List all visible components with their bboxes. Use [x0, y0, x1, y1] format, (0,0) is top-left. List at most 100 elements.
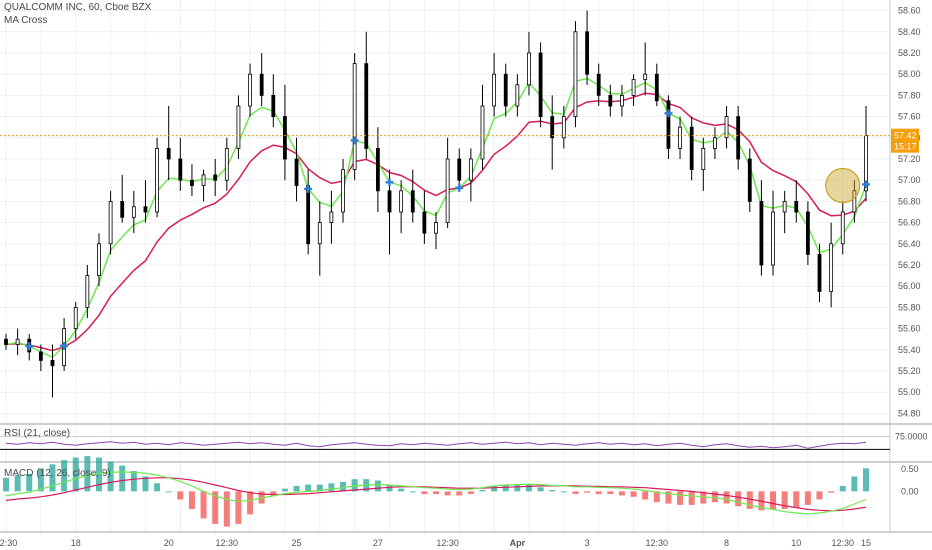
- macd-tick-label: 0.50: [901, 464, 919, 474]
- macd-histogram-bar: [746, 491, 753, 509]
- candle-body: [166, 147, 171, 160]
- macd-histogram-bar: [630, 491, 637, 497]
- time-tick-label: 12:30: [216, 538, 239, 548]
- candle-body: [329, 211, 334, 224]
- macd-histogram-bar: [386, 484, 393, 492]
- macd-histogram-bar: [665, 491, 672, 504]
- candle-body: [561, 116, 566, 139]
- candle-body: [399, 190, 404, 213]
- price-tick-label: 55.40: [898, 345, 921, 355]
- macd-histogram-bar: [467, 491, 474, 495]
- time-tick-label: 18: [71, 538, 81, 548]
- candle-body: [608, 95, 613, 107]
- macd-histogram-bar: [398, 488, 405, 492]
- price-tick-label: 55.20: [898, 366, 921, 376]
- macd-histogram-bar: [142, 476, 149, 492]
- candle-body: [468, 158, 473, 181]
- candle-body: [759, 200, 764, 266]
- price-tick-label: 58.20: [898, 48, 921, 58]
- candle-body: [503, 73, 508, 107]
- macd-histogram-bar: [770, 491, 777, 509]
- macd-histogram-bar: [502, 484, 509, 492]
- ma-cross-marker: [862, 180, 870, 189]
- candle-body: [492, 73, 497, 107]
- candle-body: [701, 147, 706, 170]
- candle-body: [271, 95, 276, 118]
- macd-histogram-bar: [130, 471, 137, 492]
- macd-histogram-bar: [72, 457, 79, 492]
- time-tick-label: 27: [373, 538, 383, 548]
- ma-cross-marker: [350, 136, 359, 145]
- candle-body: [73, 306, 78, 329]
- candle-body: [620, 95, 624, 107]
- macd-histogram-bar: [95, 457, 102, 492]
- candle-body: [724, 116, 729, 139]
- candle-body: [840, 211, 845, 245]
- time-tick-label: 12:30: [436, 538, 459, 548]
- macd-histogram-bar: [200, 491, 207, 519]
- macd-histogram-bar: [653, 491, 660, 503]
- ma-cross-marker: [664, 109, 673, 118]
- candle-body: [527, 52, 531, 86]
- macd-histogram-bar: [119, 465, 126, 492]
- candle-body: [817, 253, 822, 292]
- time-tick-label: 15: [861, 538, 871, 548]
- candle-body: [480, 105, 485, 160]
- macd-histogram-bar: [26, 473, 33, 492]
- macd-histogram-bar: [316, 484, 323, 492]
- candle-body: [85, 275, 90, 308]
- candle-body: [387, 190, 392, 213]
- price-tick-label: 55.60: [898, 324, 921, 334]
- price-tick-label: 56.40: [898, 239, 921, 249]
- price-tick-label: 55.80: [898, 302, 921, 312]
- macd-histogram-bar: [688, 491, 695, 505]
- slow-ma-line: [5, 92, 867, 352]
- candle-body: [678, 126, 682, 149]
- ma-cross-marker: [60, 341, 69, 350]
- ma-cross-marker: [304, 184, 313, 193]
- macd-signal-line: [5, 477, 867, 512]
- time-tick-label: 8: [724, 538, 729, 548]
- macd-histogram-bar: [49, 464, 56, 492]
- macd-line: [5, 471, 867, 515]
- candle-body: [155, 147, 159, 213]
- candle-body: [457, 158, 462, 181]
- macd-histogram-bar: [514, 484, 521, 492]
- macd-histogram-bar: [804, 491, 811, 505]
- macd-histogram-bar: [212, 491, 219, 524]
- price-tick-label: 58.40: [898, 27, 921, 37]
- last-price-badge: [891, 128, 919, 153]
- candle-body: [97, 243, 101, 277]
- macd-histogram-bar: [781, 491, 788, 509]
- candle-body: [306, 185, 311, 245]
- candle-body: [852, 190, 857, 213]
- macd-histogram-bar: [607, 491, 614, 495]
- candle-body: [445, 158, 450, 223]
- macd-histogram-bar: [188, 491, 195, 509]
- macd-histogram-bar: [351, 479, 358, 492]
- price-tick-label: 57.60: [898, 112, 921, 122]
- macd-histogram-bar: [595, 491, 602, 495]
- candle-body: [654, 73, 659, 102]
- candle-body: [283, 116, 287, 160]
- macd-histogram-bar: [735, 491, 742, 507]
- rsi-label: RSI (21, close): [4, 428, 71, 439]
- candle-body: [538, 52, 543, 117]
- candle-body: [248, 73, 252, 107]
- candle-body: [375, 147, 380, 192]
- candle-body: [666, 100, 671, 149]
- candle-body: [736, 116, 741, 160]
- time-tick-label: 12:30: [646, 538, 669, 548]
- macd-histogram-bar: [793, 491, 800, 508]
- macd-histogram-bar: [281, 488, 288, 492]
- macd-histogram-bar: [305, 484, 312, 492]
- candle-body: [410, 190, 415, 213]
- macd-histogram-bar: [340, 481, 347, 492]
- macd-histogram-bar: [456, 491, 463, 496]
- price-tick-label: 56.80: [898, 196, 921, 206]
- price-tick-label: 57.20: [898, 154, 921, 164]
- rsi-line: [5, 441, 867, 449]
- candle-body: [131, 206, 136, 218]
- candle-body: [364, 63, 369, 149]
- highlight-circle: [825, 167, 861, 204]
